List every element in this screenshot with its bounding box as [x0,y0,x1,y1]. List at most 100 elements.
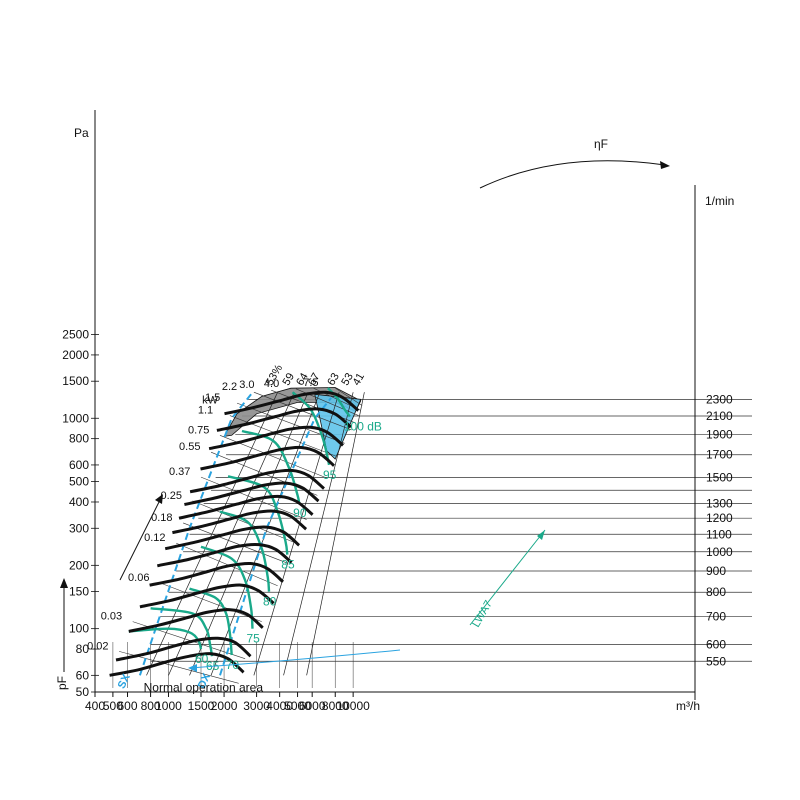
power-label: 0.18 [151,512,172,524]
sound-curve [219,510,271,592]
power-label: 2.2 [222,381,237,393]
power-label: 0.75 [188,424,209,436]
power-line [335,387,363,406]
efficiency-line [189,392,309,676]
x-tick-label: 10000 [336,699,370,713]
speed-label: 700 [706,610,726,624]
y-tick-label: 50 [76,685,90,699]
efficiency-arc [479,160,666,189]
power-label: 3.0 [239,379,254,391]
performance-curve [184,481,320,506]
pf-arrow-head [155,494,163,504]
speed-label: 550 [706,654,726,668]
x-tick-label: 1500 [188,699,215,713]
y-tick-label: 150 [69,585,89,599]
power-label: 0.06 [128,572,149,584]
x-tick-label: 800 [141,699,161,713]
y-tick-label: 100 [69,622,89,636]
sound-curve [200,545,254,629]
power-label: 4.0 [264,378,279,390]
sound-arrow-line [469,529,546,626]
efficiency-arc-head [660,161,670,169]
pf-arrow-line [119,499,161,581]
system-label: SX [116,672,133,691]
performance-curve [200,445,335,471]
efficiency-label: 53 [339,371,356,388]
y-tick-label: 300 [69,521,89,535]
y-unit-label: Pa [74,126,89,140]
efficiency-line [283,392,354,676]
y-tick-label: 200 [69,558,89,572]
efficiency-label: 67 [306,371,323,388]
x-tick-label: 5000 [284,699,311,713]
x-tick-label: 8000 [322,699,349,713]
efficiency-label: 59 [280,371,297,388]
power-line [192,500,297,544]
speed-label: 1900 [706,427,733,441]
y-tick-label: 2500 [62,328,89,342]
speed-label: 900 [706,564,726,578]
sound-curve [150,607,214,657]
power-label: 7.5 [303,377,318,389]
sound-label: 100 dB [344,419,382,433]
y-tick-label: 1500 [62,374,89,388]
x-tick-label: 400 [85,699,105,713]
x-tick-label: 500 [103,699,123,713]
power-label: 1.5 [205,392,220,404]
speed-label: 2100 [706,409,733,423]
sound-label: 95 [323,468,337,482]
power-label: 0.02 [87,640,108,652]
sound-label: 90 [293,506,307,520]
performance-curve [109,652,245,677]
performance-curve [156,542,293,568]
power-line [229,415,337,457]
power-line [236,402,345,444]
y-arrow-head [60,578,68,588]
y-tick-label: 800 [69,432,89,446]
y-tick-label: 80 [76,642,90,656]
operation-area-bracket [189,649,401,669]
sound-label: 85 [281,558,295,572]
y-tick-label: 400 [69,495,89,509]
performance-curve [139,583,275,609]
power-line [176,542,278,586]
performance-curve [189,468,325,494]
x-tick-label: 4000 [266,699,293,713]
annotation-text: Normal operation area [144,680,264,694]
speed-label: 1000 [706,545,733,559]
efficiency-line [253,392,340,676]
sound-curve [128,627,203,650]
x-unit-label: m³/h [676,699,700,713]
y-tick-label: 500 [69,475,89,489]
performance-curve [172,509,308,535]
power-line [159,582,262,622]
y-tick-label: 600 [69,458,89,472]
y-symbol-label: pF [55,676,69,690]
y-tick-label: 60 [76,668,90,682]
performance-curve [128,608,264,633]
speed-label: 1500 [706,470,733,484]
speed-label: 1300 [706,497,733,511]
x-tick-label: 6000 [299,699,326,713]
sound-axis-label: LWA7 [470,599,495,630]
grid-layer [91,334,752,693]
performance-curve [178,494,314,520]
speed-label: 1200 [706,511,733,525]
sound-label: 75 [246,632,260,646]
x-tick-label: 3000 [243,699,270,713]
y-tick-label: 2000 [62,348,89,362]
performance-curves [109,390,360,677]
power-line [182,522,288,564]
speed-label: 1100 [706,527,732,541]
speed-label: 600 [706,638,726,652]
y-tick-label: 1000 [62,411,89,425]
performance-curve [216,407,352,432]
efficiency-symbol: ηF [594,137,608,151]
speed-label: 2300 [706,392,733,406]
performance-curve [164,525,301,551]
power-label: 0.37 [169,466,190,478]
efficiency-line [306,392,365,676]
performance-curve [115,636,252,662]
power-unit-label: kW [202,394,219,406]
